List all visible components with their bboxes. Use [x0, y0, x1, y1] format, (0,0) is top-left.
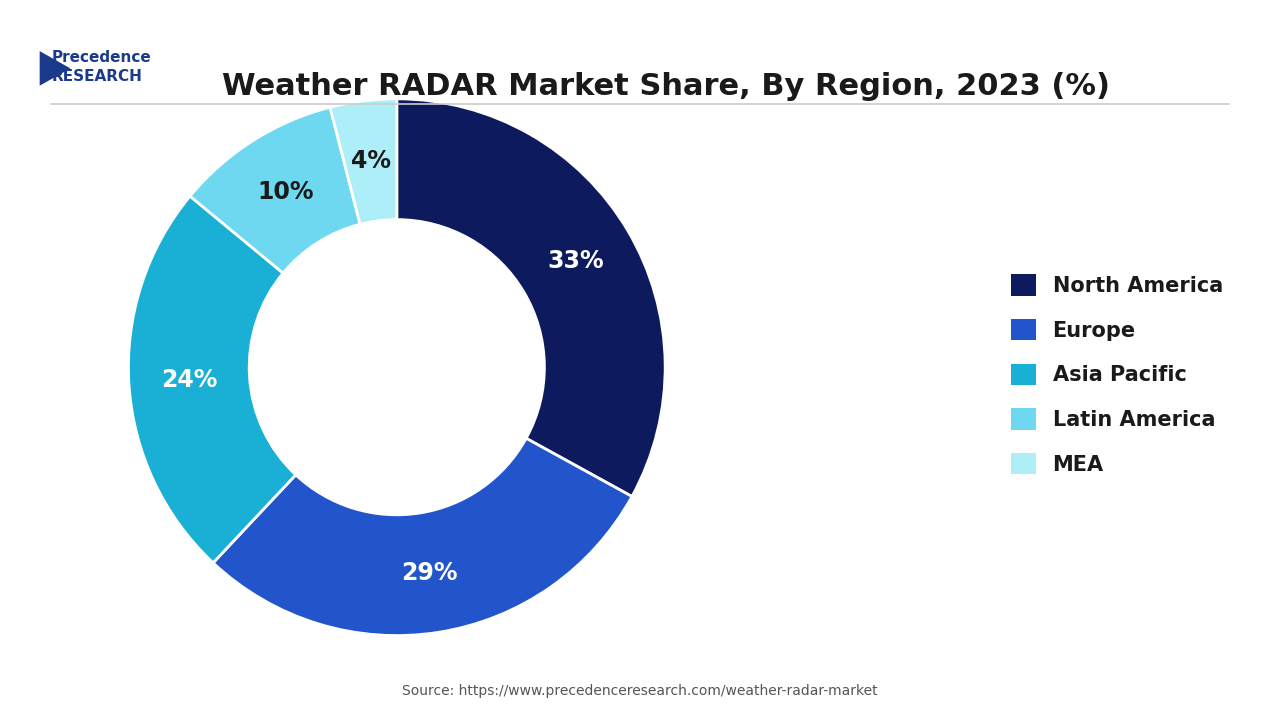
Polygon shape	[40, 51, 70, 86]
Wedge shape	[330, 99, 397, 224]
Wedge shape	[212, 438, 632, 636]
Text: Weather RADAR Market Share, By Region, 2023 (%): Weather RADAR Market Share, By Region, 2…	[221, 72, 1110, 101]
Wedge shape	[189, 107, 360, 273]
Text: 24%: 24%	[161, 368, 218, 392]
Text: 4%: 4%	[351, 149, 390, 173]
Text: 10%: 10%	[257, 179, 314, 204]
Wedge shape	[397, 99, 666, 497]
Text: 33%: 33%	[548, 249, 604, 274]
Wedge shape	[128, 196, 296, 563]
Text: Precedence
RESEARCH: Precedence RESEARCH	[51, 50, 151, 84]
Text: 29%: 29%	[401, 561, 457, 585]
Legend: North America, Europe, Asia Pacific, Latin America, MEA: North America, Europe, Asia Pacific, Lat…	[1002, 266, 1231, 483]
Text: Source: https://www.precedenceresearch.com/weather-radar-market: Source: https://www.precedenceresearch.c…	[402, 685, 878, 698]
